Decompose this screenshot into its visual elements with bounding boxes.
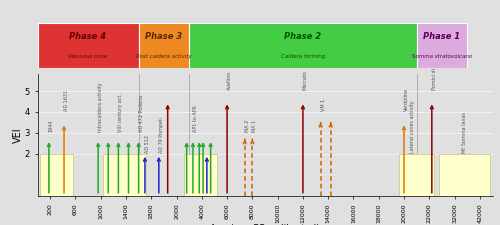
Bar — [40, 154, 73, 196]
Text: Vesuvius cone: Vesuvius cone — [68, 54, 108, 59]
Bar — [416, 22, 467, 68]
Text: Somma stratovolcano: Somma stratovolcano — [412, 54, 472, 59]
Bar — [189, 22, 416, 68]
Text: Avellino: Avellino — [227, 71, 232, 90]
X-axis label: Age (yrs. BP, calibrated): Age (yrs. BP, calibrated) — [210, 224, 320, 225]
Text: AD 1631: AD 1631 — [64, 90, 69, 111]
Text: AD 512: AD 512 — [145, 135, 150, 153]
Text: VM 1: VM 1 — [320, 99, 326, 111]
Bar — [416, 74, 467, 196]
Text: Phase 2: Phase 2 — [284, 32, 322, 41]
Bar — [138, 74, 189, 196]
Text: Mt Somma lavas: Mt Somma lavas — [462, 112, 467, 153]
Text: Intracaldera activity: Intracaldera activity — [98, 82, 103, 132]
Text: MA 2: MA 2 — [245, 120, 250, 132]
Text: Verdoline: Verdoline — [404, 88, 409, 111]
Bar — [38, 74, 138, 196]
Bar — [103, 154, 146, 196]
Text: VIII century act.: VIII century act. — [118, 93, 124, 132]
Text: MA 1: MA 1 — [252, 120, 258, 132]
Bar — [399, 154, 434, 196]
Text: Post caldera activity: Post caldera activity — [136, 54, 192, 59]
Bar — [184, 154, 217, 196]
Text: Phase 1: Phase 1 — [424, 32, 461, 41]
Bar — [189, 74, 416, 196]
Text: AP1 to AP6: AP1 to AP6 — [193, 105, 198, 132]
Text: AD 79 Pompeii: AD 79 Pompeii — [159, 117, 164, 153]
Text: Pomici di Base: Pomici di Base — [432, 55, 437, 90]
Text: Caldera forming: Caldera forming — [280, 54, 325, 59]
Text: Phase 3: Phase 3 — [146, 32, 182, 41]
Bar — [138, 22, 189, 68]
Y-axis label: VEI: VEI — [13, 127, 23, 143]
Text: 1944: 1944 — [49, 119, 54, 132]
Bar — [440, 154, 490, 196]
Text: Phase 4: Phase 4 — [70, 32, 106, 41]
Text: Lateral cones activity: Lateral cones activity — [410, 100, 416, 153]
Text: AD 472 Pollena: AD 472 Pollena — [138, 95, 143, 132]
Bar — [38, 22, 138, 68]
Text: Mercato: Mercato — [303, 70, 308, 90]
